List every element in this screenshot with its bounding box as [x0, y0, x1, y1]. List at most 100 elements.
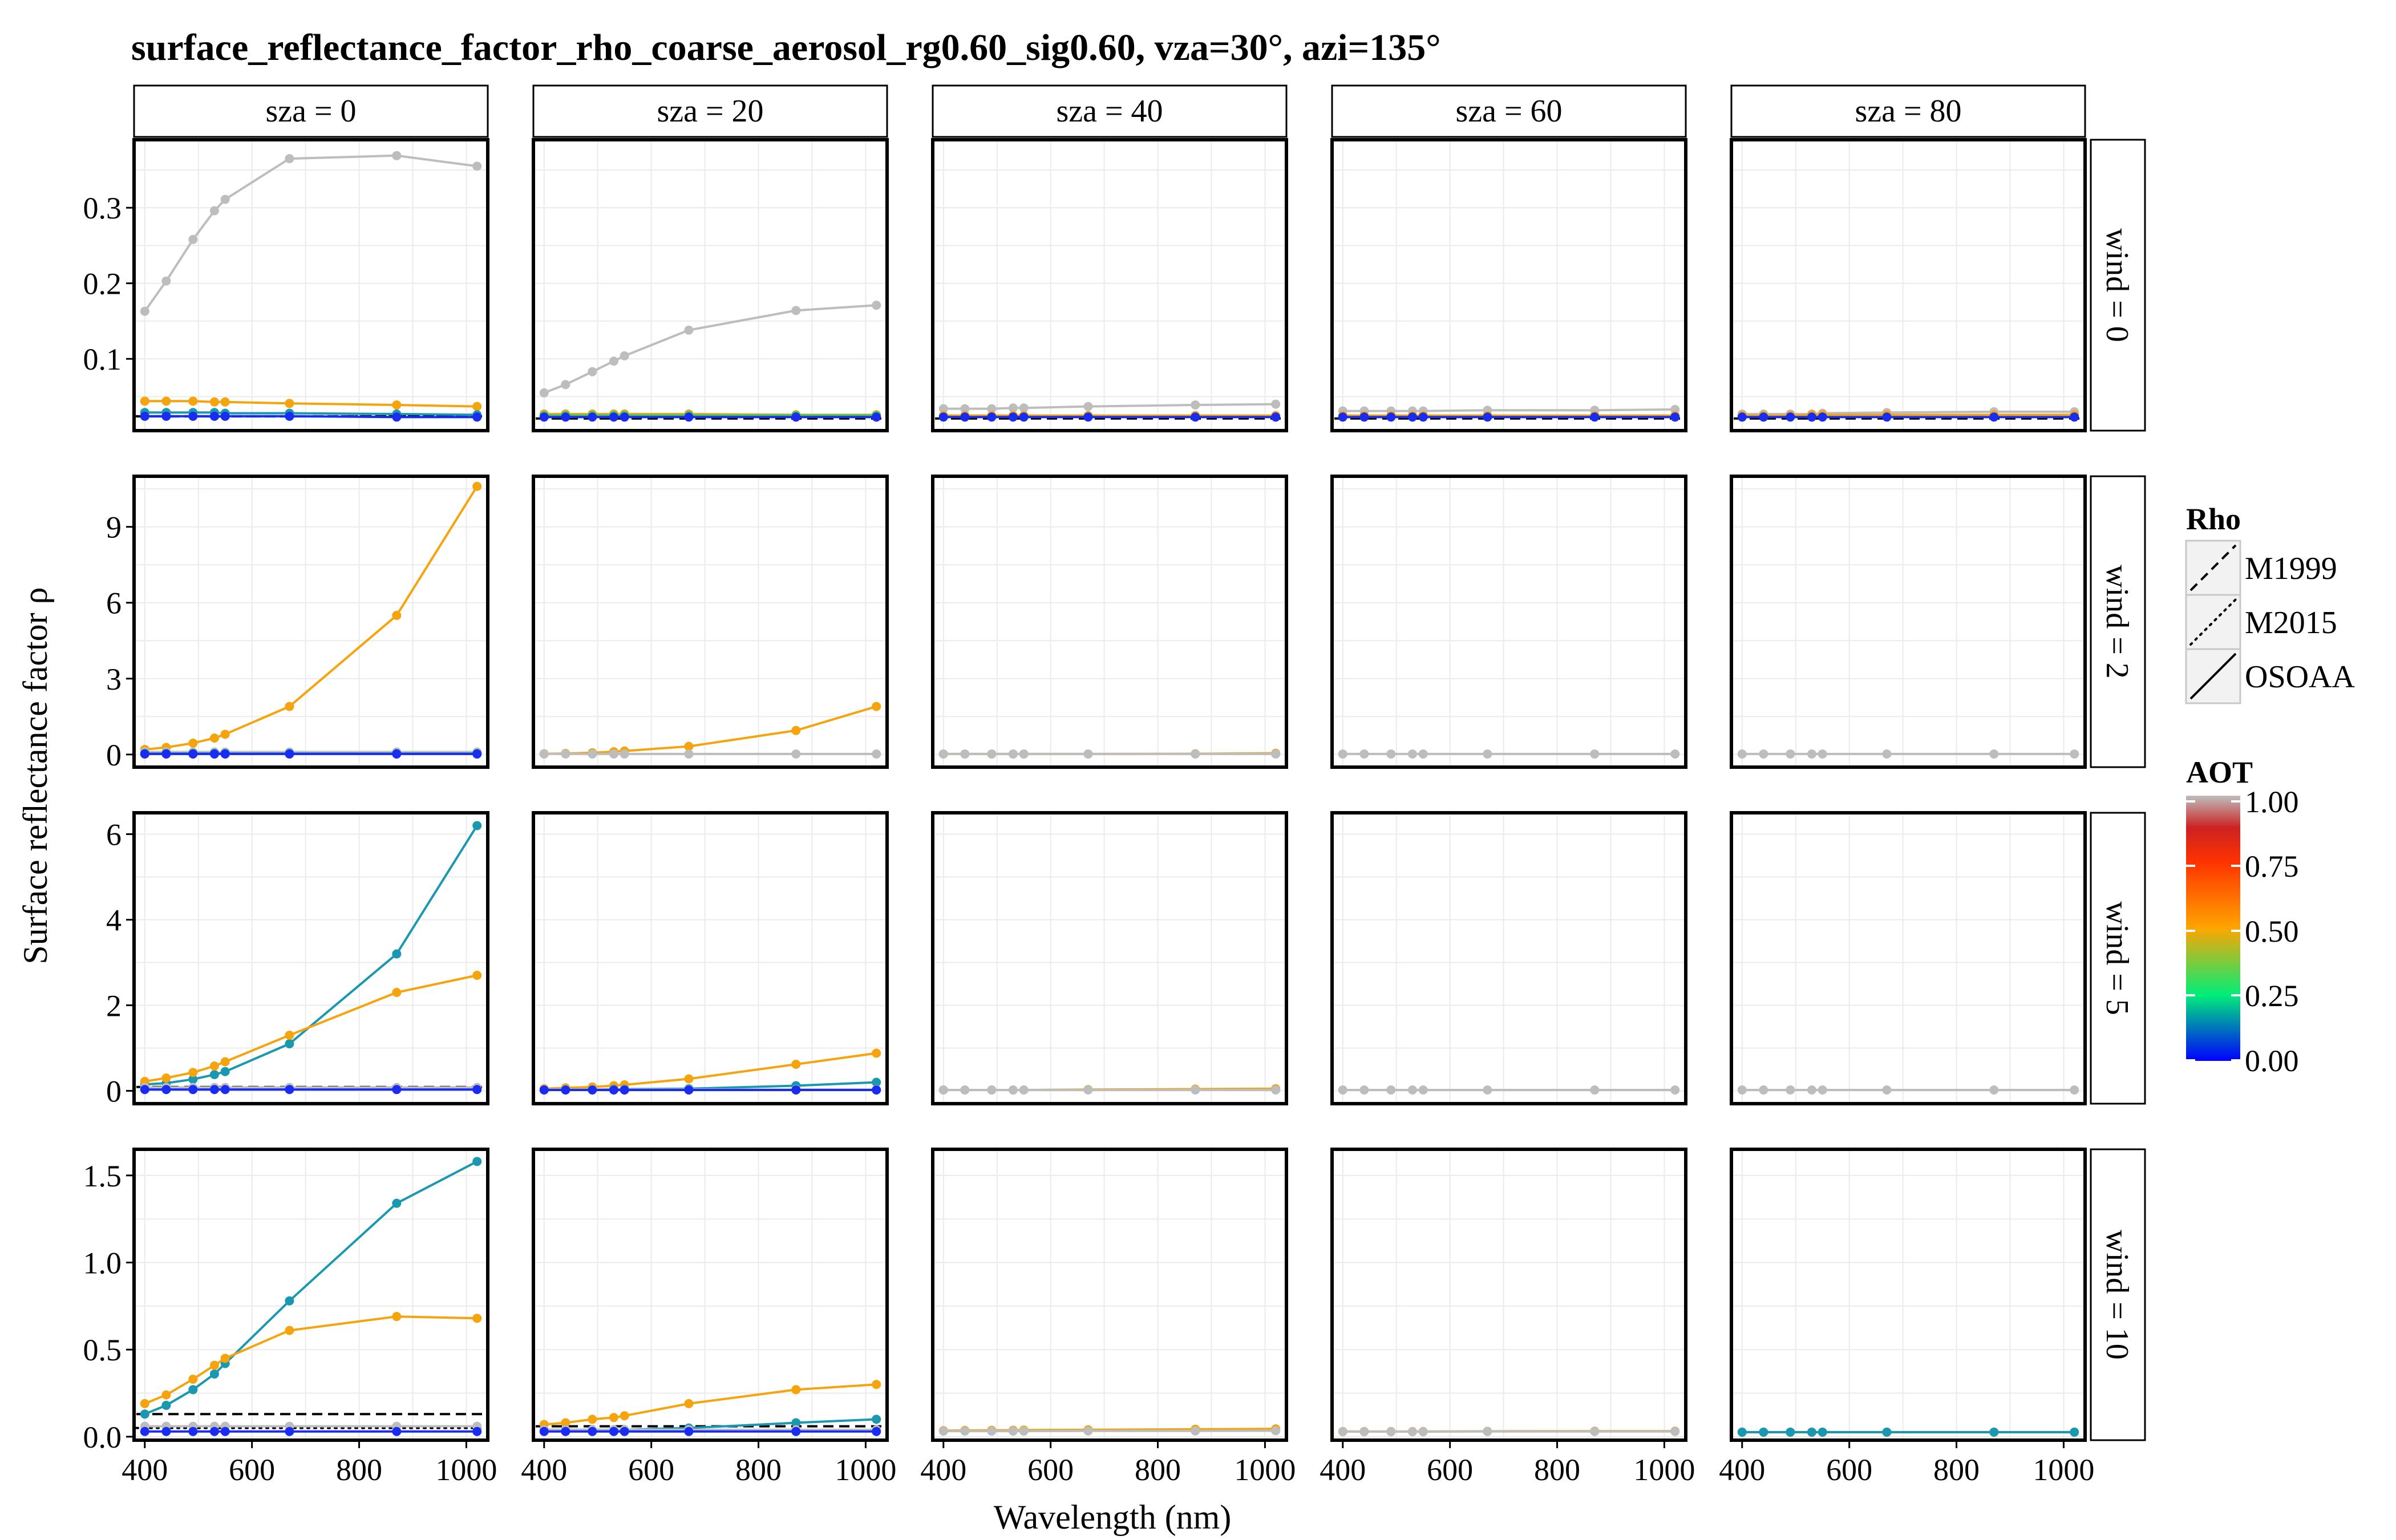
panel-background [533, 140, 887, 431]
legend-label-m2015: M2015 [2245, 605, 2337, 641]
panel-background [533, 476, 887, 767]
row-strip-label: wind = 2 [2099, 565, 2135, 679]
data-point [2070, 412, 2079, 422]
aot-tick-0.25: 0.25 [2245, 979, 2299, 1013]
data-point [1590, 412, 1600, 422]
data-point [392, 1312, 402, 1322]
data-point [285, 154, 294, 164]
data-point [1083, 749, 1093, 759]
data-point [872, 702, 881, 711]
data-point [209, 411, 219, 421]
data-point [561, 380, 570, 390]
panel-background [533, 813, 887, 1104]
y-tick-label: 0.5 [83, 1333, 122, 1367]
data-point [1019, 1085, 1029, 1095]
data-point [1989, 1427, 1999, 1437]
data-point [472, 1157, 482, 1166]
data-point [960, 412, 970, 422]
data-point [161, 1085, 171, 1095]
data-point [684, 1074, 694, 1084]
data-point [472, 749, 482, 759]
data-point [285, 1296, 294, 1306]
data-point [220, 1085, 230, 1095]
data-point [1818, 1427, 1827, 1437]
data-point [1191, 1426, 1200, 1436]
panel [1730, 475, 2087, 769]
data-point [209, 1085, 219, 1095]
panel-frame [931, 811, 1288, 1105]
data-point [188, 396, 198, 406]
data-point [609, 412, 618, 422]
data-point [872, 412, 881, 422]
data-point [188, 411, 198, 421]
data-point [620, 412, 629, 422]
data-point [1271, 1085, 1281, 1095]
data-point [987, 1426, 997, 1436]
panel-background [1731, 140, 2085, 431]
data-point [684, 1426, 694, 1436]
data-point [791, 1385, 801, 1395]
data-point [791, 1418, 801, 1428]
y-tick-label: 6 [106, 586, 122, 621]
x-tick-label: 1000 [2033, 1453, 2094, 1487]
panel-background [1731, 813, 2085, 1104]
data-point [220, 1353, 230, 1363]
column-strip-box [1331, 84, 1687, 138]
data-point [1590, 749, 1600, 759]
data-point [161, 396, 171, 406]
series-line-aot-0.5 [144, 1315, 477, 1405]
data-point [588, 1415, 597, 1424]
x-tick-label: 800 [1933, 1453, 1980, 1487]
data-point [539, 749, 549, 759]
panel-frame [132, 811, 489, 1105]
data-point [620, 1085, 629, 1095]
data-point [285, 411, 294, 421]
column-strip: sza = 0 [133, 84, 489, 138]
y-tick-label: 9 [106, 510, 122, 545]
aot-colorbar [2186, 796, 2240, 1061]
data-point [987, 749, 997, 759]
data-point [987, 412, 997, 422]
data-point [1008, 749, 1018, 759]
x-tick-label: 600 [1027, 1453, 1074, 1487]
data-point [1418, 1085, 1428, 1095]
data-point [1759, 749, 1768, 759]
data-point [140, 749, 149, 759]
data-point [188, 1068, 198, 1077]
data-point [392, 412, 402, 422]
data-point [285, 399, 294, 408]
data-point [872, 1415, 881, 1424]
data-point [472, 161, 482, 171]
data-point [620, 1411, 629, 1421]
data-point [1271, 399, 1281, 409]
data-point [1191, 749, 1200, 759]
data-point [285, 749, 294, 759]
data-point [188, 749, 198, 759]
panel-frame [532, 1148, 889, 1442]
panel-frame [1330, 1148, 1687, 1442]
data-point [938, 412, 948, 422]
data-point [1786, 412, 1795, 422]
data-point [140, 1085, 149, 1095]
data-point [1191, 400, 1200, 410]
panel-frame [1330, 475, 1687, 769]
chart-title: surface_reflectance_factor_rho_coarse_ae… [131, 27, 1441, 68]
y-tick-label: 0 [106, 1075, 122, 1109]
legend-label-m1999: M1999 [2245, 551, 2337, 586]
data-point [188, 1075, 198, 1084]
x-tick-label: 1000 [1234, 1453, 1296, 1487]
data-point [140, 1399, 149, 1408]
data-point [392, 400, 402, 410]
panel [931, 475, 1288, 769]
x-tick-label: 600 [1427, 1453, 1473, 1487]
column-strip-label: sza = 80 [1855, 94, 1961, 129]
data-point [588, 367, 597, 376]
data-point [220, 730, 230, 739]
data-point [392, 988, 402, 997]
aot-tick-0.50: 0.50 [2245, 914, 2299, 949]
data-point [1483, 1085, 1492, 1095]
data-point [1338, 412, 1347, 422]
data-point [1737, 1085, 1747, 1095]
data-point [188, 1426, 198, 1436]
y-tick-label: 3 [106, 662, 122, 696]
